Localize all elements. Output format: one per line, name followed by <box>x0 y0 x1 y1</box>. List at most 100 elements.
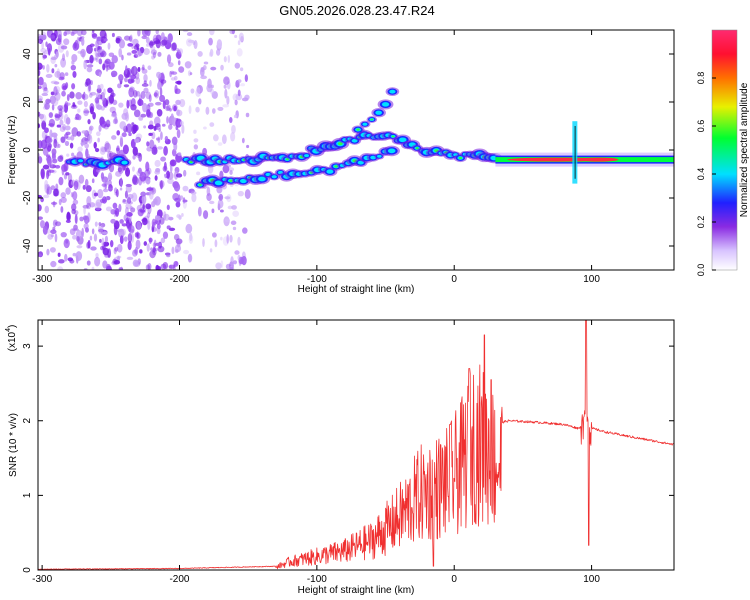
main-trace-peak <box>391 135 395 138</box>
top-x-tick-label: 100 <box>583 274 600 285</box>
noise-speckle <box>38 111 41 117</box>
noise-speckle <box>44 127 49 134</box>
noise-speckle <box>129 86 135 93</box>
noise-speckle <box>163 173 167 177</box>
noise-speckle <box>93 47 97 52</box>
snr-panel: -300 -200 -100 0 100 0 1 2 3 Height of straight… <box>5 319 675 596</box>
noise-speckle <box>51 97 59 107</box>
noise-speckle <box>178 48 184 55</box>
noise-speckle <box>203 61 209 65</box>
noise-speckle <box>69 91 75 99</box>
noise-speckle <box>126 256 134 260</box>
noise-speckle <box>122 144 129 155</box>
noise-speckle <box>41 120 47 130</box>
noise-speckle <box>63 31 68 37</box>
noise-speckle <box>76 114 82 121</box>
noise-speckle <box>154 125 159 130</box>
noise-speckle <box>146 43 150 47</box>
noise-speckle <box>127 240 132 251</box>
noise-speckle <box>216 39 223 49</box>
noise-speckle <box>147 263 152 270</box>
noise-speckle <box>128 225 135 234</box>
noise-speckle <box>102 247 110 256</box>
noise-speckle <box>230 220 237 226</box>
noise-speckle <box>137 167 142 174</box>
noise-speckle <box>83 267 88 270</box>
y-multiplier-label: (x104) <box>5 325 18 352</box>
noise-speckle <box>145 203 152 210</box>
noise-speckle <box>66 153 70 157</box>
noise-speckle <box>50 201 58 205</box>
noise-speckle <box>168 264 176 269</box>
noise-speckle <box>104 38 108 42</box>
lower-branch-core <box>240 178 247 184</box>
noise-speckle <box>38 216 43 220</box>
noise-speckle <box>94 256 101 267</box>
noise-speckle <box>112 202 118 209</box>
noise-speckle <box>67 257 74 262</box>
noise-speckle <box>99 238 102 243</box>
y-multiplier-base: (x10 <box>7 331 18 351</box>
noise-speckle <box>125 167 131 177</box>
noise-speckle <box>209 200 215 205</box>
noise-speckle <box>56 124 62 128</box>
noise-speckle <box>238 256 242 267</box>
noise-speckle <box>42 164 50 170</box>
noise-speckle <box>170 71 178 75</box>
noise-speckle <box>39 220 46 228</box>
noise-speckle <box>224 218 230 223</box>
upper-branch-core <box>375 110 382 115</box>
noise-speckle <box>61 90 66 97</box>
noise-speckle <box>67 172 73 183</box>
noise-speckle <box>74 214 78 224</box>
noise-speckle <box>241 137 245 144</box>
noise-speckle <box>206 84 213 93</box>
noise-speckle <box>74 39 79 49</box>
noise-speckle <box>232 260 238 265</box>
noise-speckle <box>162 261 169 270</box>
colorbar-gradient <box>711 29 738 271</box>
noise-speckle <box>50 80 58 84</box>
noise-speckle <box>88 83 91 92</box>
noise-speckle <box>76 245 83 249</box>
noise-speckle <box>208 37 213 46</box>
noise-speckle <box>48 112 54 118</box>
noise-speckle <box>65 172 70 176</box>
noise-speckle <box>135 71 140 80</box>
noise-speckle <box>170 113 174 120</box>
noise-speckle <box>54 164 61 169</box>
noise-speckle <box>200 66 205 73</box>
top-x-tick-label: -100 <box>307 274 327 285</box>
noise-speckle <box>83 100 88 108</box>
noise-speckle <box>193 129 197 134</box>
noise-speckle <box>99 198 105 204</box>
noise-speckle <box>163 145 168 156</box>
noise-speckle <box>141 68 148 74</box>
noise-speckle <box>212 134 219 142</box>
noise-speckle <box>229 234 233 243</box>
noise-speckle <box>126 99 130 109</box>
noise-speckle <box>93 141 97 149</box>
noise-speckle <box>38 85 42 90</box>
top-x-tick-label: 0 <box>451 274 457 285</box>
noise-speckle <box>71 203 77 211</box>
noise-speckle <box>111 135 117 140</box>
noise-speckle <box>237 236 241 246</box>
noise-speckle <box>170 77 176 81</box>
noise-speckle <box>118 267 124 270</box>
noise-speckle <box>108 61 115 70</box>
noise-speckle <box>119 219 124 224</box>
noise-speckle <box>166 116 169 124</box>
main-trace-core <box>304 154 309 158</box>
noise-speckle <box>60 192 67 199</box>
noise-speckle <box>89 235 93 241</box>
noise-speckle <box>104 235 109 243</box>
noise-speckle <box>124 190 128 199</box>
noise-speckle <box>172 263 176 270</box>
noise-speckle <box>42 65 45 70</box>
noise-speckle <box>160 131 163 140</box>
noise-speckle <box>86 202 92 210</box>
noise-speckle <box>66 212 71 222</box>
noise-speckle <box>160 237 166 244</box>
noise-speckle <box>115 189 119 198</box>
